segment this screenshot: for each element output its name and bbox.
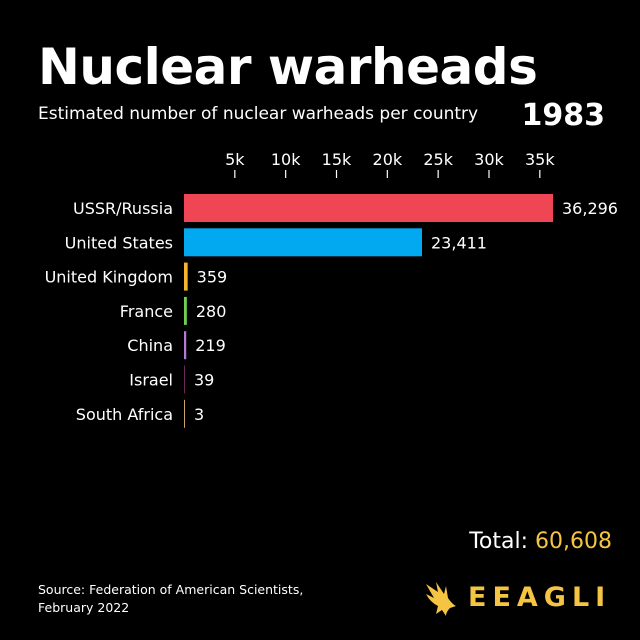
category-label: United Kingdom	[45, 268, 173, 287]
source-line-1: Source: Federation of American Scientist…	[38, 582, 304, 597]
bar	[184, 331, 187, 360]
bar	[184, 262, 188, 291]
page-title: Nuclear warheads	[38, 38, 538, 96]
x-tick-label: 10k	[271, 150, 301, 169]
bar	[184, 365, 185, 394]
category-label: South Africa	[76, 405, 173, 424]
x-tick-label: 25k	[423, 150, 453, 169]
bar	[184, 296, 187, 325]
bar	[184, 194, 553, 222]
chart-subtitle: Estimated number of nuclear warheads per…	[38, 104, 479, 124]
x-tick-label: 5k	[225, 150, 245, 169]
bar-chart: 5k 10k 15k 20k 25k 30k 35k USSR/Russia 36,296 Uni…	[45, 150, 618, 428]
data-label: 359	[197, 268, 228, 287]
total-value: 60,608	[535, 529, 612, 554]
total-label: Total:	[469, 529, 529, 554]
bar	[184, 228, 423, 257]
category-label: France	[120, 302, 173, 321]
category-label: China	[127, 336, 173, 355]
category-label: USSR/Russia	[73, 199, 173, 218]
data-label: 23,411	[431, 233, 487, 252]
category-label: United States	[65, 233, 173, 252]
source-note: Source: Federation of American Scientist…	[38, 581, 328, 617]
data-label: 280	[196, 302, 227, 321]
x-tick-label: 30k	[474, 150, 504, 169]
data-label: 39	[194, 371, 214, 390]
year-label: 1983	[521, 98, 606, 133]
category-label: Israel	[129, 371, 173, 390]
data-label: 36,296	[562, 199, 618, 218]
x-tick-label: 35k	[525, 150, 555, 169]
data-label: 219	[195, 336, 226, 355]
data-label: 3	[194, 405, 204, 424]
x-tick-label: 20k	[373, 150, 403, 169]
brand-name: EEAGLI	[468, 582, 612, 613]
eagle-icon	[426, 582, 456, 616]
source-line-2: February 2022	[38, 600, 130, 615]
x-tick-label: 15k	[322, 150, 352, 169]
brand-logo: EEAGLI	[422, 578, 611, 618]
total-readout: Total: 60,608	[469, 528, 612, 556]
bar	[184, 399, 185, 428]
